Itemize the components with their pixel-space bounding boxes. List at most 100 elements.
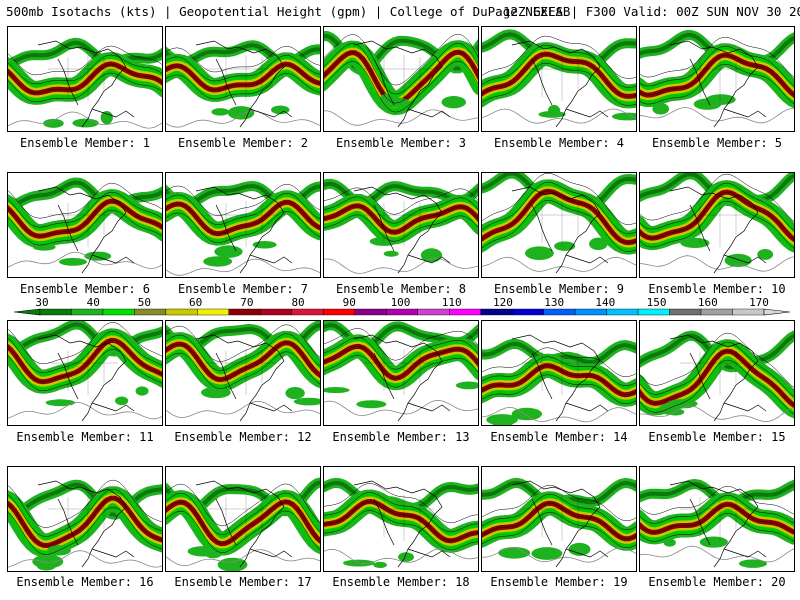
colorbar-swatch bbox=[260, 308, 293, 316]
header-run-info: 12Z GEFS | F300 Valid: 00Z SUN NOV 30 20… bbox=[503, 4, 800, 19]
colorbar-swatch bbox=[386, 308, 418, 316]
colorbar-swatch bbox=[669, 308, 702, 316]
ensemble-member-map-6 bbox=[7, 172, 163, 278]
ensemble-member-caption: Ensemble Member: 16 bbox=[16, 575, 154, 589]
ensemble-member-caption: Ensemble Member: 14 bbox=[490, 430, 628, 444]
ensemble-member-map-3 bbox=[323, 26, 479, 132]
colorbar-swatch bbox=[39, 308, 72, 316]
colorbar-max-arrow bbox=[763, 308, 791, 316]
ensemble-member-caption: Ensemble Member: 10 bbox=[648, 282, 786, 296]
ensemble-member-caption: Ensemble Member: 3 bbox=[335, 136, 467, 150]
ensemble-member-map-19 bbox=[481, 466, 637, 572]
ensemble-member-caption: Ensemble Member: 18 bbox=[332, 575, 470, 589]
jet-stream-map bbox=[166, 477, 320, 571]
ensemble-member-map-15 bbox=[639, 320, 795, 426]
colorbar-tick-label: 100 bbox=[391, 296, 411, 309]
isotach-colorbar: 30 40 50 60 70 80 90 100 110 120 130 140 150 160 170 bbox=[0, 296, 800, 320]
colorbar-swatch bbox=[134, 308, 167, 316]
jet-stream-map bbox=[166, 40, 320, 128]
ensemble-member-caption: Ensemble Member: 12 bbox=[174, 430, 312, 444]
colorbar-swatch bbox=[165, 308, 198, 316]
colorbar-swatch bbox=[543, 308, 576, 316]
jet-stream-map bbox=[640, 479, 794, 568]
colorbar-tick-label: 160 bbox=[698, 296, 718, 309]
ensemble-member-caption: Ensemble Member: 5 bbox=[651, 136, 783, 150]
ensemble-member-map-17 bbox=[165, 466, 321, 572]
colorbar-tick-label: 50 bbox=[138, 296, 151, 309]
ensemble-member-caption: Ensemble Member: 8 bbox=[335, 282, 467, 296]
ensemble-member-map-5 bbox=[639, 26, 795, 132]
ensemble-member-map-18 bbox=[323, 466, 479, 572]
ensemble-member-caption: Ensemble Member: 2 bbox=[177, 136, 309, 150]
jet-stream-map bbox=[8, 37, 162, 129]
colorbar-swatch bbox=[606, 308, 639, 316]
colorbar-tick-label: 90 bbox=[343, 296, 356, 309]
ensemble-member-caption: Ensemble Member: 20 bbox=[648, 575, 786, 589]
ensemble-member-map-13 bbox=[323, 320, 479, 426]
jet-stream-map bbox=[640, 30, 794, 128]
colorbar-tick-label: 80 bbox=[291, 296, 304, 309]
colorbar-tick-label: 130 bbox=[544, 296, 564, 309]
ensemble-member-map-1 bbox=[7, 26, 163, 132]
ensemble-member-caption: Ensemble Member: 9 bbox=[493, 282, 625, 296]
ensemble-member-caption: Ensemble Member: 4 bbox=[493, 136, 625, 150]
colorbar-tick-label: 120 bbox=[493, 296, 513, 309]
colorbar-tick-label: 60 bbox=[189, 296, 202, 309]
ensemble-member-caption: Ensemble Member: 7 bbox=[177, 282, 309, 296]
colorbar-swatch bbox=[291, 308, 324, 316]
colorbar-swatch bbox=[732, 308, 765, 316]
jet-stream-map bbox=[640, 173, 794, 274]
ensemble-member-caption: Ensemble Member: 6 bbox=[19, 282, 151, 296]
jet-stream-map bbox=[8, 321, 162, 422]
ensemble-member-map-11 bbox=[7, 320, 163, 426]
ensemble-member-caption: Ensemble Member: 17 bbox=[174, 575, 312, 589]
colorbar-graphic: 30 40 50 60 70 80 90 100 110 120 130 140 150 160 170 bbox=[13, 296, 791, 316]
jet-stream-map bbox=[482, 29, 636, 128]
colorbar-tick-label: 170 bbox=[749, 296, 769, 309]
colorbar-tick-label: 150 bbox=[647, 296, 667, 309]
colorbar-swatch bbox=[637, 308, 670, 316]
jet-stream-map bbox=[324, 477, 478, 569]
jet-stream-map bbox=[482, 173, 636, 274]
colorbar-tick-label: 40 bbox=[87, 296, 100, 309]
jet-stream-map bbox=[324, 31, 478, 128]
colorbar-swatch bbox=[197, 308, 230, 316]
colorbar-tick-label: 110 bbox=[442, 296, 462, 309]
header-title: 500mb Isotachs (kts) | Geopotential Heig… bbox=[6, 4, 571, 19]
jet-stream-map bbox=[166, 181, 320, 276]
ensemble-member-map-9 bbox=[481, 172, 637, 278]
jet-stream-map bbox=[324, 321, 478, 422]
ensemble-member-map-4 bbox=[481, 26, 637, 132]
jet-stream-map bbox=[640, 330, 794, 422]
jet-stream-map bbox=[8, 177, 162, 274]
colorbar-swatch bbox=[480, 308, 513, 316]
colorbar-swatch bbox=[228, 308, 261, 316]
ensemble-member-map-7 bbox=[165, 172, 321, 278]
ensemble-member-map-2 bbox=[165, 26, 321, 132]
ensemble-member-map-10 bbox=[639, 172, 795, 278]
ensemble-member-map-20 bbox=[639, 466, 795, 572]
colorbar-tick-label: 70 bbox=[240, 296, 253, 309]
map-header: 500mb Isotachs (kts) | Geopotential Heig… bbox=[6, 3, 800, 21]
colorbar-swatch bbox=[574, 308, 607, 316]
ensemble-member-caption: Ensemble Member: 13 bbox=[332, 430, 470, 444]
ensemble-member-caption: Ensemble Member: 15 bbox=[648, 430, 786, 444]
jet-stream-map bbox=[482, 477, 636, 568]
colorbar-swatch bbox=[354, 308, 387, 316]
jet-stream-map bbox=[166, 321, 320, 422]
colorbar-swatch bbox=[449, 308, 481, 316]
jet-stream-map bbox=[482, 334, 636, 425]
ensemble-member-map-12 bbox=[165, 320, 321, 426]
colorbar-swatch bbox=[417, 308, 450, 316]
ensemble-member-map-8 bbox=[323, 172, 479, 278]
colorbar-swatch bbox=[71, 308, 104, 316]
colorbar-swatch bbox=[511, 308, 544, 316]
colorbar-swatch bbox=[323, 308, 355, 316]
ensemble-member-map-14 bbox=[481, 320, 637, 426]
colorbar-min-arrow bbox=[13, 308, 41, 316]
ensemble-member-caption: Ensemble Member: 11 bbox=[16, 430, 154, 444]
colorbar-tick-label: 140 bbox=[595, 296, 615, 309]
colorbar-swatch bbox=[700, 308, 733, 316]
ensemble-member-map-16 bbox=[7, 466, 163, 572]
jet-stream-map bbox=[324, 178, 478, 274]
